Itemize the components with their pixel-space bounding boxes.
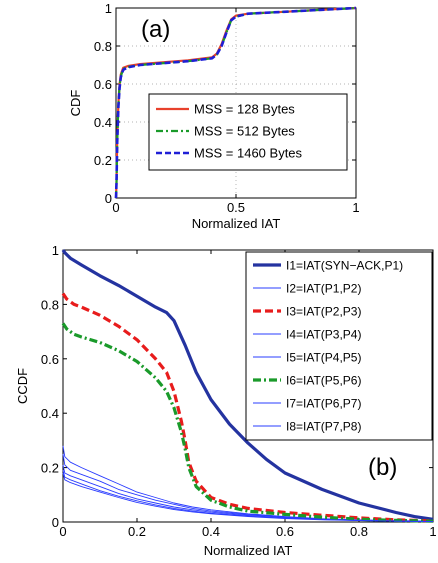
chart-b-series-6-line — [61, 322, 434, 523]
chart-b-legend-label-7: I7=IAT(P6,P7) — [286, 397, 361, 411]
chart-b-legend-label-5: I5=IAT(P4,P5) — [286, 351, 361, 365]
chart-b-x-tick-label: 0.6 — [276, 524, 294, 539]
chart-b-x-tick-label: 0.8 — [350, 524, 368, 539]
chart-b-legend-label-3: I3=IAT(P2,P3) — [286, 305, 361, 319]
chart-b-y-axis-label: CCDF — [15, 368, 30, 404]
chart-a-series-3-line — [114, 6, 357, 199]
chart-a-lines — [114, 6, 357, 199]
chart-b: 0 0.2 0.4 0.6 0.8 1 0 0.2 0.4 0.6 0.8 1 (b) Normali… — [15, 243, 437, 558]
chart-a-legend: MSS = 128 Bytes MSS = 512 Bytes MSS = 1460… — [148, 93, 348, 171]
chart-b-x-tick-label: 1 — [429, 524, 436, 539]
chart-a-x-tick-label: 0 — [112, 200, 119, 215]
chart-b-series-3-line — [61, 292, 434, 523]
chart-a-y-axis-label: CDF — [68, 90, 83, 117]
chart-b-x-tick-label: 0 — [59, 524, 66, 539]
chart-a-legend-label-2: MSS = 512 Bytes — [194, 124, 295, 139]
chart-b-legend-label-8: I8=IAT(P7,P8) — [286, 420, 361, 434]
chart-b-ticks: 0 0.2 0.4 0.6 0.8 1 0 0.2 0.4 0.6 0.8 1 — [41, 243, 437, 539]
chart-b-legend-label-2: I2=IAT(P1,P2) — [286, 282, 361, 296]
chart-b-legend-label-6: I6=IAT(P5,P6) — [286, 374, 361, 388]
chart-b-panel-label: (b) — [368, 454, 397, 481]
chart-a: 0 0.5 1 0 0.2 0.4 0.6 0.8 1 (a) Normalized IAT C… — [68, 1, 360, 231]
chart-a-panel-label: (a) — [141, 16, 170, 43]
chart-b-series-8-line — [62, 472, 434, 523]
chart-a-y-tick-label: 1 — [105, 1, 112, 16]
chart-b-x-tick-label: 0.4 — [202, 524, 220, 539]
chart-a-x-tick-label: 0.5 — [227, 200, 245, 215]
chart-a-y-tick-label: 0.6 — [94, 77, 112, 92]
chart-b-y-tick-label: 0.8 — [41, 297, 59, 312]
chart-b-y-tick-label: 0.6 — [41, 352, 59, 367]
chart-a-legend-label-3: MSS = 1460 Bytes — [194, 146, 303, 161]
chart-a-x-tick-label: 1 — [352, 200, 359, 215]
chart-b-y-tick-label: 1 — [52, 243, 59, 258]
chart-a-legend-label-1: MSS = 128 Bytes — [194, 102, 295, 117]
chart-b-legend-label-4: I4=IAT(P3,P4) — [286, 328, 361, 342]
chart-a-y-tick-label: 0.4 — [94, 115, 112, 130]
chart-b-lines — [61, 249, 434, 523]
chart-a-y-tick-label: 0.2 — [94, 153, 112, 168]
chart-b-legend-label-1: I1=IAT(SYN−ACK,P1) — [286, 259, 403, 273]
chart-b-y-tick-label: 0.2 — [41, 461, 59, 476]
chart-b-legend: I1=IAT(SYN−ACK,P1) I2=IAT(P1,P2) I3=IAT(P2… — [245, 251, 433, 441]
chart-a-x-axis-label: Normalized IAT — [192, 216, 281, 231]
chart-b-legend-box — [245, 251, 433, 441]
chart-a-y-tick-label: 0.8 — [94, 39, 112, 54]
chart-b-y-tick-label: 0 — [52, 515, 59, 530]
chart-b-x-axis-label: Normalized IAT — [204, 543, 293, 558]
chart-b-series-1-line — [61, 249, 434, 521]
chart-b-y-tick-label: 0.4 — [41, 406, 59, 421]
chart-b-x-tick-label: 0.2 — [128, 524, 146, 539]
chart-a-y-tick-label: 0 — [105, 191, 112, 206]
